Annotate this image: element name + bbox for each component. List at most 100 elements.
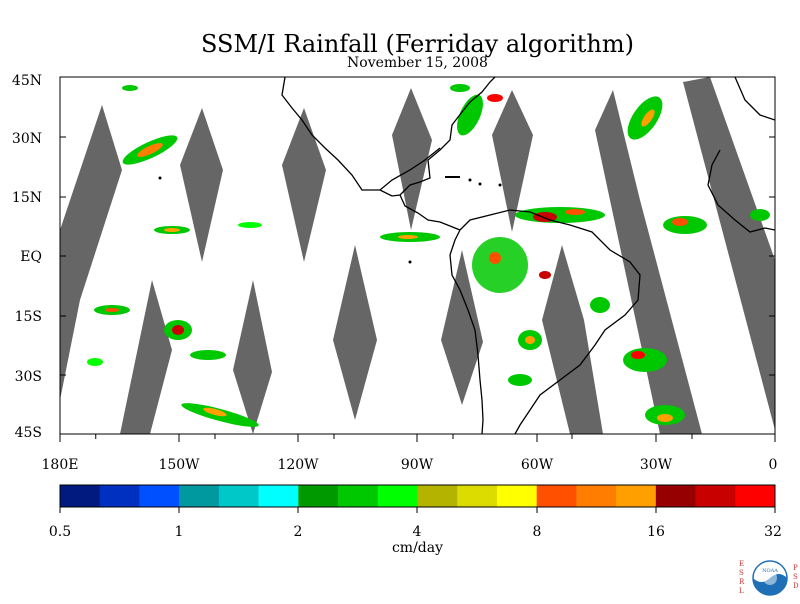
island xyxy=(468,178,472,182)
colorbar-units: cm/day xyxy=(391,540,444,556)
map-title: SSM/I Rainfall (Ferriday algorithm) xyxy=(200,30,635,58)
rain-patches xyxy=(87,84,770,427)
island xyxy=(498,183,502,187)
colorbar-swatch xyxy=(298,485,339,507)
islands xyxy=(158,176,502,264)
swath-gap xyxy=(333,245,377,420)
coastlines xyxy=(281,77,775,434)
noaa-emblem-text: NOAA xyxy=(762,568,778,574)
rain-patch xyxy=(657,414,673,422)
rain-patch xyxy=(672,218,688,226)
rain-patch xyxy=(539,271,551,279)
colorbar-swatch xyxy=(139,485,180,507)
rain-patch xyxy=(398,235,418,239)
colorbar-label: 16 xyxy=(647,524,665,540)
colorbar-swatch xyxy=(377,485,418,507)
lon-label-60w: 60W xyxy=(521,457,554,473)
colorbar-label: 32 xyxy=(764,524,782,540)
island xyxy=(445,176,460,178)
map-date: November 15, 2008 xyxy=(347,55,488,71)
lon-label-90w: 90W xyxy=(401,457,434,473)
logo-letter: S xyxy=(739,569,744,577)
rain-patch xyxy=(508,374,532,386)
logo-letter: S xyxy=(793,573,798,581)
central-america-coast xyxy=(399,194,461,231)
africa-coast xyxy=(734,77,775,121)
rain-patch xyxy=(525,336,535,344)
swath-gap xyxy=(595,90,702,434)
lat-label-15n: 15N xyxy=(12,190,42,206)
rain-patch xyxy=(457,94,483,136)
logo-letter: P xyxy=(793,564,798,572)
lat-label-eq: EQ xyxy=(20,249,42,265)
colorbar-swatch xyxy=(457,485,498,507)
lon-label-0: 0 xyxy=(769,457,778,473)
swath-gap xyxy=(542,245,603,434)
colorbar-swatch xyxy=(179,485,220,507)
rain-patch xyxy=(641,109,655,127)
colorbar-labels: 0.5 1 2 4 8 16 32 xyxy=(49,524,782,540)
swath-gap xyxy=(683,77,775,430)
colorbar-label: 0.5 xyxy=(49,524,71,540)
swath-gap xyxy=(282,108,326,262)
rain-patch xyxy=(623,348,667,372)
lat-label-30s: 30S xyxy=(15,369,42,385)
south-america-coast xyxy=(459,209,641,434)
colorbar-label: 4 xyxy=(413,524,422,540)
rain-patch xyxy=(487,94,503,102)
lat-label-45n: 45N xyxy=(12,73,42,89)
rain-patch xyxy=(533,212,557,222)
colorbar-swatch xyxy=(695,485,736,507)
rain-patch xyxy=(631,351,645,359)
lat-label-30n: 30N xyxy=(12,131,42,147)
colorbar-label: 1 xyxy=(175,524,184,540)
colorbar-label: 2 xyxy=(294,524,303,540)
rain-patch xyxy=(450,84,470,92)
rain-patch xyxy=(87,358,103,366)
north-america-coast xyxy=(281,77,496,197)
lon-label-180e: 180E xyxy=(42,457,79,473)
rain-patch xyxy=(172,325,184,335)
lat-label-45s: 45S xyxy=(15,425,42,441)
rain-patch xyxy=(472,237,528,293)
logo-letter: R xyxy=(739,578,745,586)
colorbar-swatch xyxy=(218,485,259,507)
swath-gap xyxy=(233,280,272,434)
island xyxy=(408,260,412,264)
lon-label-30w: 30W xyxy=(640,457,673,473)
colorbar-swatch xyxy=(338,485,379,507)
colorbar-swatch xyxy=(655,485,696,507)
lon-labels: 180E 150W 120W 90W 60W 30W 0 xyxy=(42,457,778,473)
rain-patch xyxy=(105,308,119,312)
swath-gap xyxy=(392,88,432,230)
swath-gap xyxy=(120,280,172,434)
rain-patch xyxy=(190,350,226,360)
swath-gap xyxy=(492,90,533,232)
africa-west xyxy=(707,149,775,233)
rain-patch xyxy=(750,209,770,221)
swath-gap xyxy=(441,250,483,405)
colorbar-swatch xyxy=(616,485,657,507)
rain-patch xyxy=(489,252,501,264)
island xyxy=(158,176,162,180)
rain-patch xyxy=(565,209,585,215)
lon-label-150w: 150W xyxy=(158,457,200,473)
colorbar-swatch xyxy=(60,485,101,507)
colorbar-label: 8 xyxy=(533,524,542,540)
colorbar-swatch xyxy=(536,485,577,507)
noaa-esrl-psd-logo: E S R L P S D NOAA xyxy=(734,556,800,600)
south-america-west xyxy=(449,229,484,434)
colorbar-swatch xyxy=(735,485,776,507)
logo-letter: D xyxy=(793,582,799,590)
swath-gap xyxy=(60,105,122,400)
rain-patch xyxy=(164,228,180,232)
gulf-coast xyxy=(379,147,441,191)
rain-patch xyxy=(590,297,610,313)
swath-gaps xyxy=(60,77,775,434)
rain-patch xyxy=(122,85,138,91)
colorbar-swatch xyxy=(417,485,458,507)
lon-label-120w: 120W xyxy=(277,457,319,473)
rain-patch xyxy=(137,143,163,157)
colorbar-swatch xyxy=(496,485,537,507)
